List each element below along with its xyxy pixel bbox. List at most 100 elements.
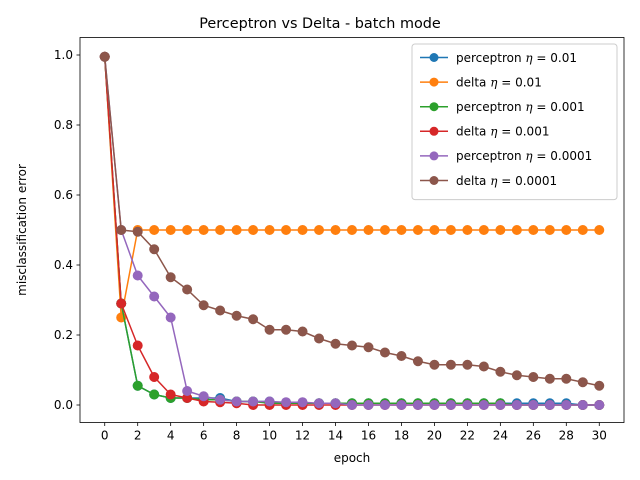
data-point: [165, 312, 176, 323]
legend-item: perceptron η = 0.001: [420, 100, 585, 114]
data-point: [347, 340, 357, 351]
x-tick-label: 28: [559, 429, 574, 443]
data-point: [528, 372, 539, 382]
data-point: [132, 340, 143, 351]
data-point: [198, 300, 209, 311]
legend-item: delta η = 0.0001: [420, 174, 557, 188]
data-point: [495, 400, 506, 410]
series-delta-0_01: [99, 51, 605, 323]
data-point: [478, 225, 489, 235]
data-point: [297, 225, 308, 235]
data-point: [594, 400, 605, 410]
x-tick-label: 12: [295, 429, 310, 443]
data-point: [379, 400, 390, 410]
data-point: [248, 314, 259, 325]
legend-item: delta η = 0.001: [420, 125, 549, 139]
data-point: [132, 270, 143, 281]
legend-marker: [429, 176, 439, 185]
data-point: [478, 361, 489, 372]
data-point: [165, 272, 176, 283]
y-tick-label: 1.0: [54, 48, 73, 62]
data-point: [165, 225, 176, 235]
data-point: [495, 225, 506, 235]
legend-label: delta η = 0.001: [456, 125, 549, 139]
data-point: [330, 225, 341, 235]
data-point: [264, 225, 275, 235]
data-point: [363, 342, 374, 353]
data-point: [264, 396, 275, 407]
x-axis: 0 2 4 6 8 10 12 14 16 18 20 22 24 26 28 30: [101, 422, 607, 443]
data-point: [462, 400, 473, 410]
legend-item: perceptron η = 0.01: [420, 51, 577, 65]
series-layer: [99, 51, 605, 410]
data-point: [330, 398, 341, 409]
data-point: [330, 338, 341, 349]
y-tick-label: 0.0: [54, 398, 73, 412]
data-point: [99, 51, 110, 62]
legend-label: delta η = 0.0001: [456, 174, 557, 188]
data-point: [594, 225, 605, 235]
legend: perceptron η = 0.01 delta η = 0.01 percept…: [411, 43, 618, 201]
data-point: [396, 225, 407, 235]
data-point: [412, 356, 423, 367]
data-point: [297, 326, 308, 337]
legend-box: [411, 43, 618, 201]
data-point: [594, 380, 605, 391]
data-point: [445, 359, 456, 370]
data-point: [149, 372, 160, 382]
data-point: [396, 351, 407, 361]
data-point: [182, 225, 193, 235]
data-point: [495, 366, 506, 377]
x-tick-label: 0: [101, 429, 109, 443]
data-point: [528, 400, 539, 410]
data-point: [429, 225, 440, 235]
data-point: [248, 396, 259, 407]
data-point: [314, 333, 325, 344]
data-point: [363, 225, 374, 235]
legend-marker: [429, 102, 439, 112]
data-point: [116, 225, 127, 235]
data-point: [462, 225, 473, 235]
data-point: [445, 400, 456, 410]
data-point: [264, 324, 275, 335]
data-point: [182, 386, 193, 396]
series-perceptron-0_0001: [99, 51, 605, 410]
data-point: [347, 225, 357, 235]
data-point: [379, 225, 390, 235]
data-point: [297, 397, 308, 408]
x-tick-label: 24: [493, 429, 508, 443]
data-point: [577, 400, 588, 410]
chart-title: Perceptron vs Delta - batch mode: [199, 16, 441, 32]
y-tick-label: 0.2: [54, 328, 73, 342]
data-point: [511, 400, 522, 410]
data-point: [544, 373, 555, 384]
data-point: [561, 400, 572, 410]
data-point: [396, 400, 407, 410]
data-point: [132, 226, 143, 237]
data-point: [198, 391, 209, 402]
data-point: [149, 291, 160, 302]
data-point: [149, 225, 160, 235]
legend-item: delta η = 0.01: [420, 75, 542, 89]
data-point: [577, 377, 588, 388]
data-point: [412, 400, 423, 410]
data-point: [314, 225, 325, 235]
y-axis: 0.0 0.2 0.4 0.6 0.8 1.0: [54, 48, 80, 412]
data-point: [281, 225, 292, 235]
data-point: [281, 397, 292, 408]
data-point: [412, 225, 423, 235]
y-tick-label: 0.4: [54, 258, 73, 272]
data-point: [149, 389, 160, 400]
data-point: [314, 398, 325, 409]
data-point: [116, 298, 127, 309]
legend-marker: [429, 77, 439, 87]
legend-label: perceptron η = 0.0001: [456, 149, 592, 163]
x-tick-label: 26: [526, 429, 541, 443]
data-point: [561, 225, 572, 235]
data-point: [528, 225, 539, 235]
data-point: [215, 225, 226, 235]
data-point: [363, 400, 374, 410]
series-delta-0_0001: [99, 51, 605, 391]
data-point: [544, 400, 555, 410]
legend-label: perceptron η = 0.01: [456, 51, 577, 65]
